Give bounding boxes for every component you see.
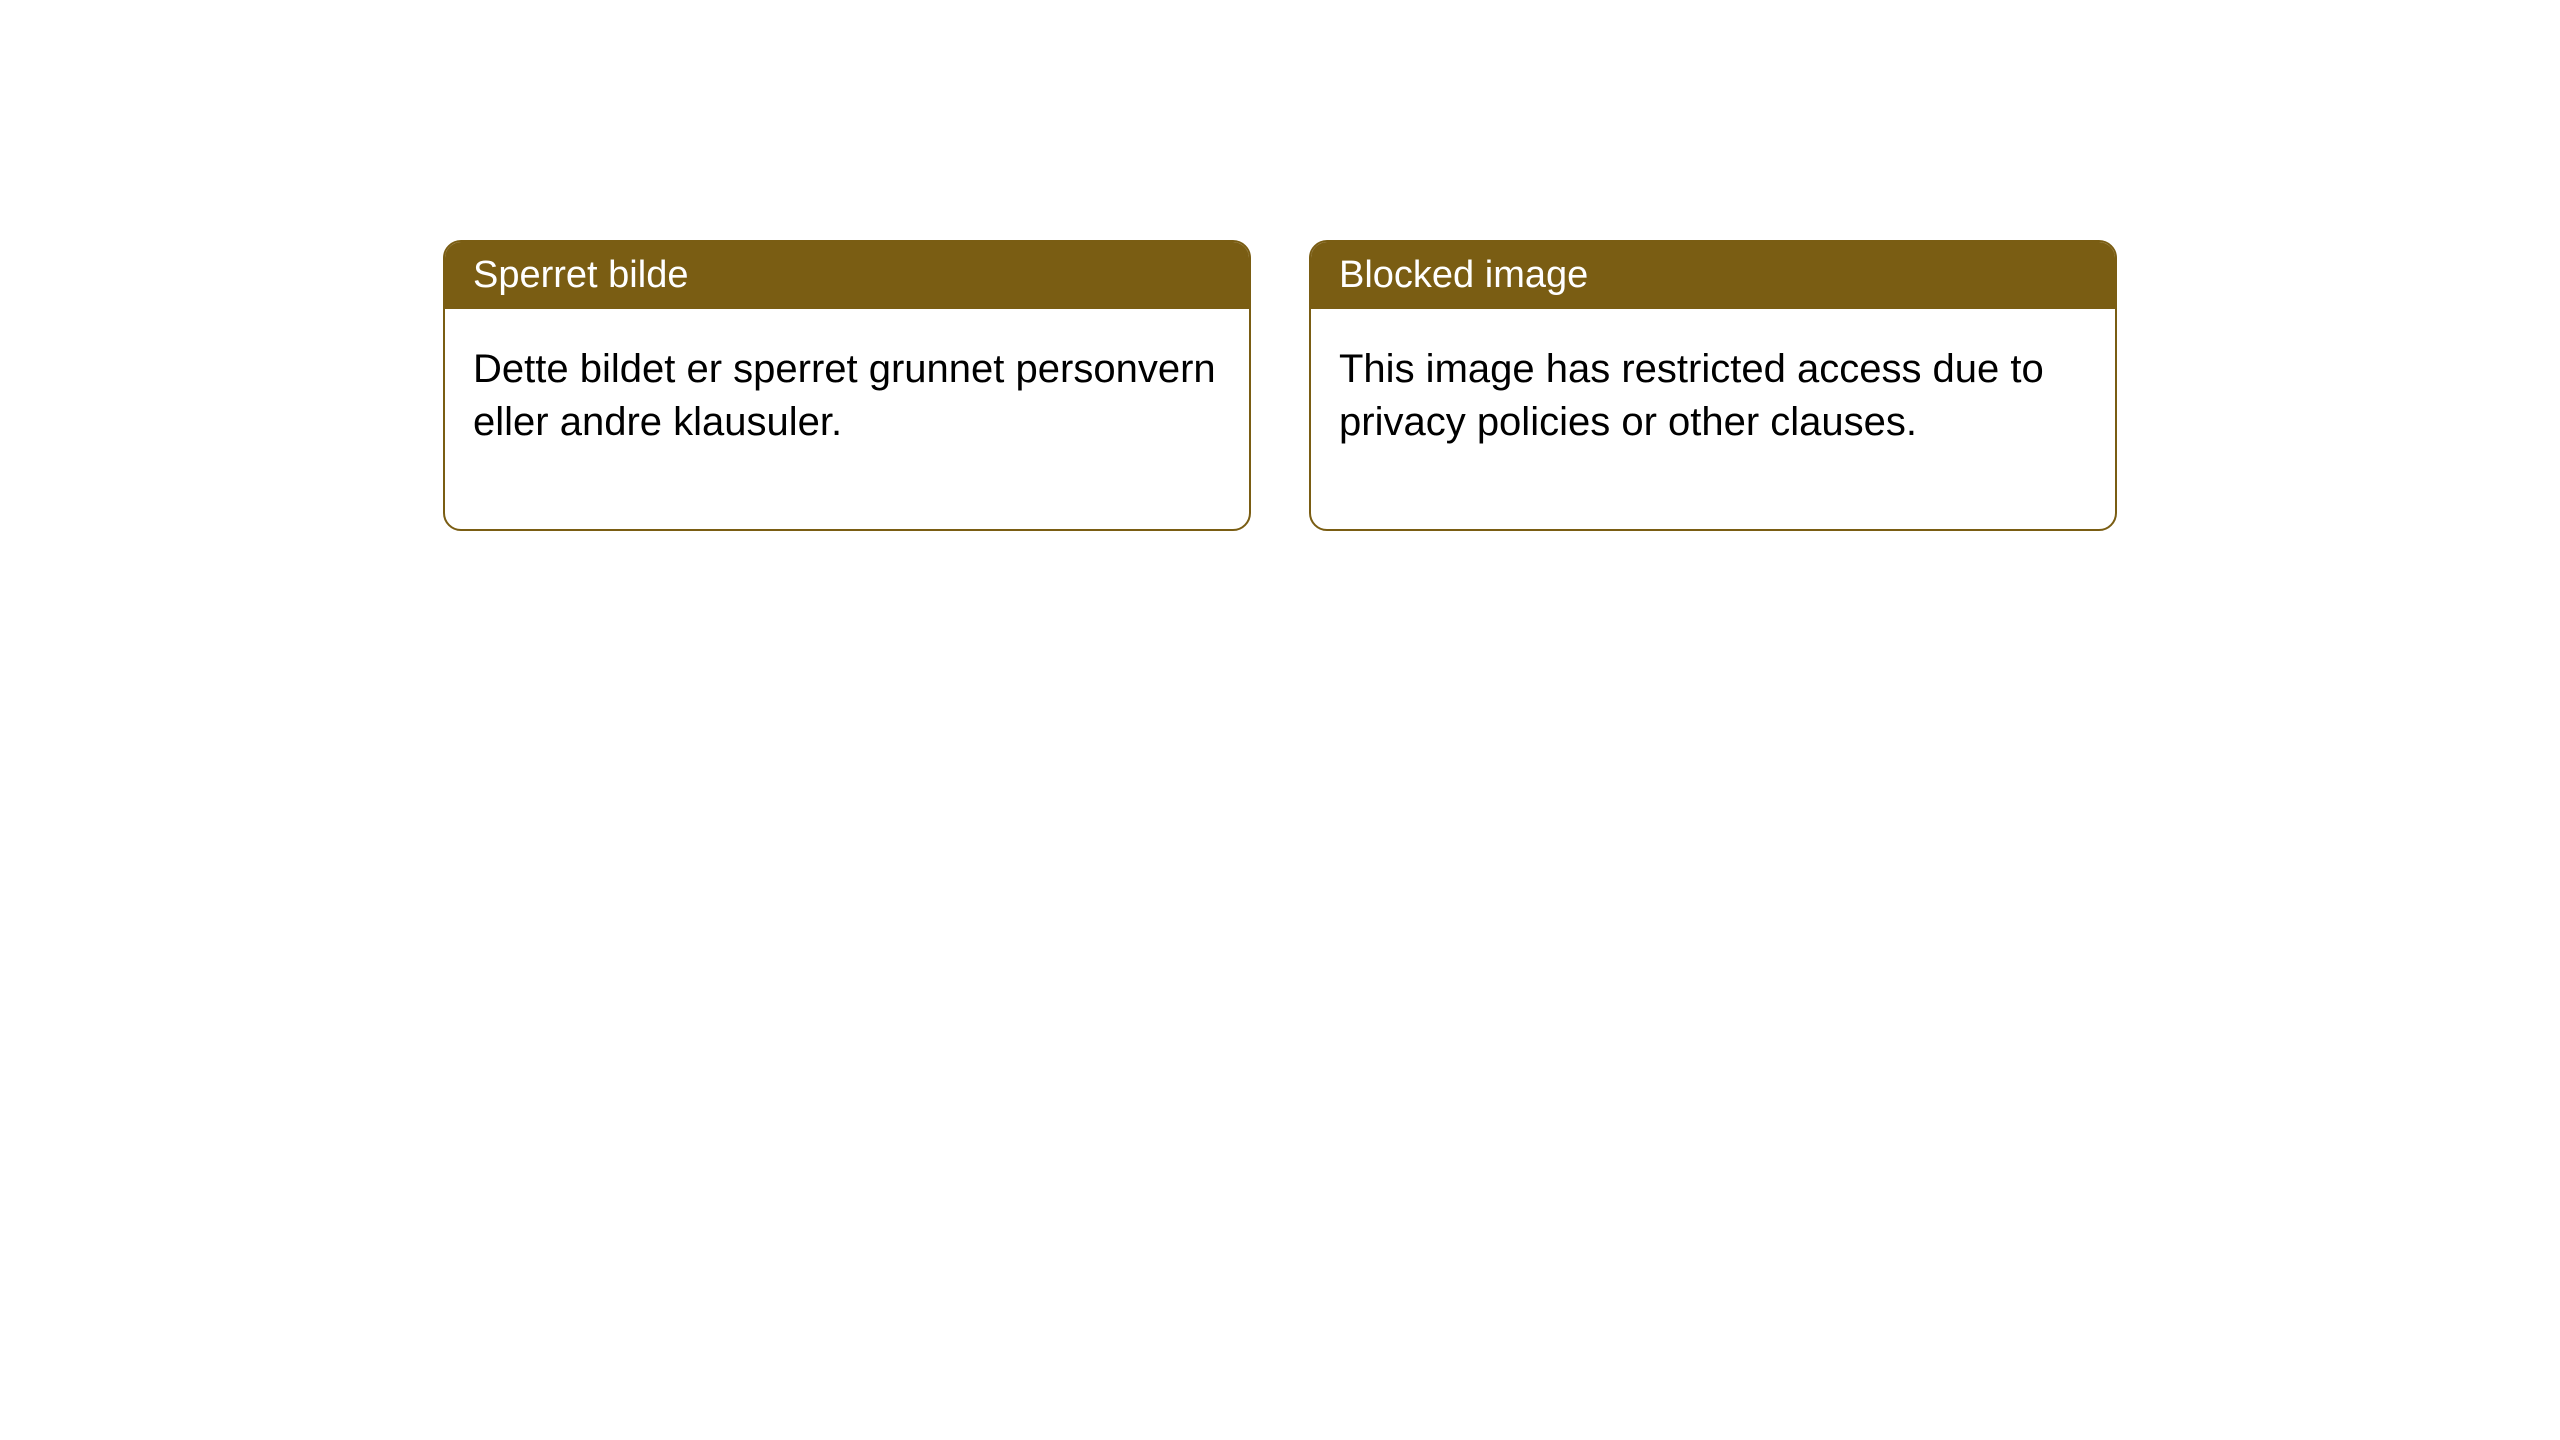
notice-card-norwegian: Sperret bilde Dette bildet er sperret gr…: [443, 240, 1251, 531]
notice-body-english: This image has restricted access due to …: [1311, 309, 2115, 529]
notice-header-norwegian: Sperret bilde: [445, 242, 1249, 309]
notice-card-english: Blocked image This image has restricted …: [1309, 240, 2117, 531]
notice-header-english: Blocked image: [1311, 242, 2115, 309]
notice-container: Sperret bilde Dette bildet er sperret gr…: [443, 240, 2117, 531]
notice-body-norwegian: Dette bildet er sperret grunnet personve…: [445, 309, 1249, 529]
